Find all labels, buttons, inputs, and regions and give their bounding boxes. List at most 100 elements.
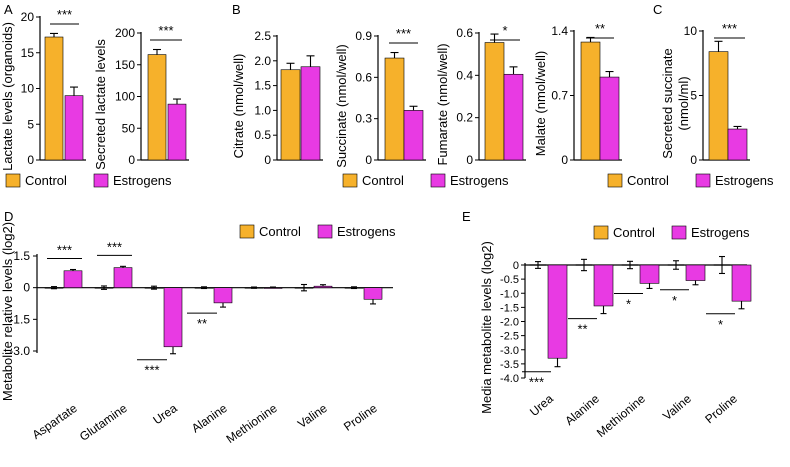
y-axis-label: Media metabolite levels (log2) <box>479 241 494 414</box>
bar-estrogens <box>213 287 233 304</box>
legend-a: Control Estrogens <box>5 173 172 188</box>
legend-control-label: Control <box>259 224 301 239</box>
category-label: Glutamine <box>77 401 130 444</box>
significance-stars: * <box>502 23 507 38</box>
legend-control-swatch <box>5 173 21 188</box>
legend-estrogens-label: Estrogens <box>113 173 172 188</box>
y-tick-label: 0.3 <box>355 112 372 126</box>
y-tick-label: 0 <box>513 260 519 272</box>
bar-control <box>44 36 64 161</box>
y-tick-label: 0 <box>23 281 30 295</box>
bar-estrogens <box>167 103 187 161</box>
y-tick-label: 0 <box>690 153 697 167</box>
legend-estrogens-swatch <box>317 224 333 239</box>
bar-estrogens <box>113 267 133 288</box>
panel-label-c: C <box>653 2 662 17</box>
y-tick-label: 10 <box>21 82 35 96</box>
y-tick-label: 0 <box>264 153 271 167</box>
y-tick-label: 15 <box>21 46 35 60</box>
y-tick-label: -0.5 <box>500 274 519 286</box>
significance-stars: * <box>718 317 723 332</box>
y-tick-label: -1.5 <box>500 302 519 314</box>
y-tick-label: -1.0 <box>500 288 519 300</box>
y-tick-label: 2.5 <box>254 29 271 43</box>
y-tick-label: 0 <box>365 153 372 167</box>
y-tick-label: 1.0 <box>254 103 271 117</box>
y-tick-label: 20 <box>21 10 35 24</box>
y-axis-label: Fumarate (nmol/well) <box>435 43 450 165</box>
y-tick-label: 50 <box>122 121 136 135</box>
y-tick-label: -3.0 <box>9 344 30 358</box>
significance-stars: *** <box>57 7 72 22</box>
y-tick-label: 100 <box>115 90 135 104</box>
legend-control-label: Control <box>362 173 404 188</box>
legend-estrogens-swatch <box>671 225 687 240</box>
y-tick-label: -4.0 <box>500 373 519 385</box>
bar-estrogens <box>503 73 524 161</box>
y-tick-label: 5 <box>690 89 697 103</box>
legend-estrogens-label: Estrogens <box>450 173 509 188</box>
y-tick-label: 0.7 <box>551 89 568 103</box>
y-axis-label: Citrate (nmol/well) <box>231 54 246 159</box>
legend-control-swatch <box>239 224 255 239</box>
significance-stars: *** <box>529 375 544 390</box>
bar-estrogens <box>163 287 183 348</box>
category-label: Methionine <box>224 401 280 446</box>
y-axis-label: Succinate (nmol/well) <box>334 44 349 168</box>
y-tick-label: 0 <box>466 153 473 167</box>
y-tick-label: 5 <box>27 117 34 131</box>
y-tick-label: 0.4 <box>456 68 473 82</box>
bar-estrogens <box>685 264 706 281</box>
bar-estrogens <box>403 110 424 161</box>
y-tick-label: 0.9 <box>355 29 372 43</box>
bar-estrogens <box>727 128 748 161</box>
bar-estrogens <box>731 264 752 302</box>
bar-estrogens <box>363 287 383 300</box>
chart-a2: 0 50 100 150 200 *** Secreted lactate levels <box>93 23 189 170</box>
significance-stars: *** <box>722 21 737 36</box>
legend-d: Control Estrogens <box>239 224 396 239</box>
bar-estrogens <box>639 264 660 284</box>
legend-estrogens-swatch <box>430 173 446 188</box>
significance-stars: ** <box>577 322 587 337</box>
y-tick-label: -1.5 <box>9 312 30 326</box>
chart-b2: 0 0.3 0.6 0.9 *** Succinate (nmol/well) <box>334 26 426 168</box>
y-axis-label: Secreted lactate levels <box>93 39 108 170</box>
significance-stars: *** <box>107 239 122 254</box>
significance-stars: ** <box>197 316 207 331</box>
bar-estrogens <box>599 76 620 161</box>
category-label: Aspartate <box>30 401 80 442</box>
y-tick-label: 0.5 <box>254 128 271 142</box>
y-tick-label: 2.0 <box>254 54 271 68</box>
y-tick-label: -2.5 <box>500 331 519 343</box>
legend-b: Control Estrogens <box>342 173 509 188</box>
bar-control <box>384 57 405 161</box>
category-label: Alanine <box>189 401 230 436</box>
y-tick-label: 0.2 <box>456 111 473 125</box>
y-tick-label: 200 <box>115 26 135 40</box>
chart-e: 0-0.5-1.0-1.5-2.0-2.5-3.0-3.5-4.0 ***Urea… <box>479 241 752 440</box>
y-axis-label: Metabolite relative levels (log2) <box>0 222 15 401</box>
legend-control-swatch <box>593 225 609 240</box>
bar-control <box>484 42 505 161</box>
legend-estrogens-swatch <box>695 173 711 188</box>
chart-b3: 0 0.2 0.4 0.6 * Fumarate (nmol/well) <box>435 23 526 167</box>
bar-estrogens <box>64 95 84 161</box>
category-label: Urea <box>150 401 180 428</box>
significance-stars: *** <box>57 243 72 258</box>
y-tick-label: -2.0 <box>500 317 519 329</box>
bar-estrogens <box>300 66 321 161</box>
significance-stars: * <box>672 293 677 308</box>
legend-e: Control Estrogens <box>593 225 750 240</box>
category-label: Valine <box>660 391 694 423</box>
bar-control <box>280 69 301 161</box>
bar-control <box>708 51 729 161</box>
legend-estrogens-label: Estrogens <box>337 224 396 239</box>
significance-stars: *** <box>144 363 159 378</box>
y-tick-label: 10 <box>684 24 698 38</box>
category-label: Methionine <box>594 391 648 440</box>
y-tick-label: 1.4 <box>551 24 568 38</box>
y-tick-label: 1.5 <box>254 79 271 93</box>
